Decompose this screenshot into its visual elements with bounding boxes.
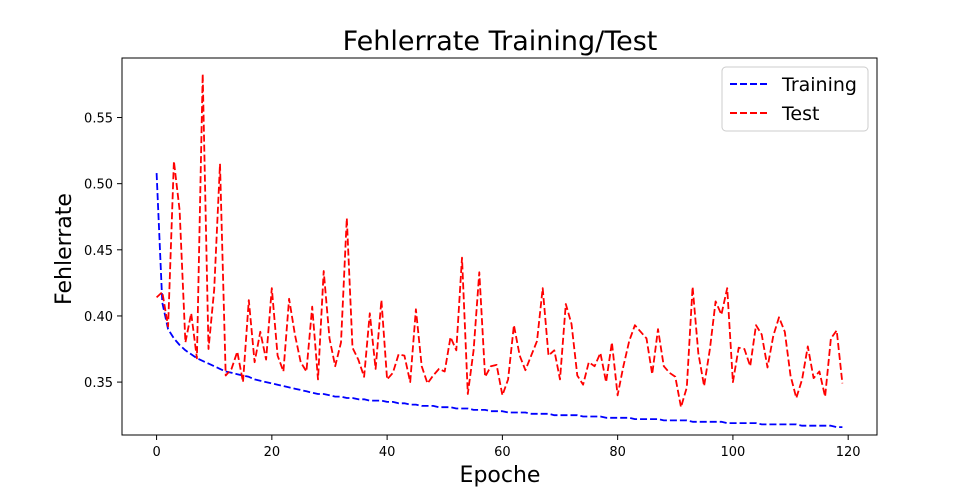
series-line-training [155, 173, 843, 429]
x-axis-title: Epoche [460, 463, 541, 488]
y-tick-label: 0.55 [84, 112, 113, 127]
legend-label-test: Test [781, 103, 819, 125]
chart-title: Fehlerrate Training/Test [343, 26, 658, 57]
x-tick-label: 80 [609, 445, 626, 460]
legend: Training Test [721, 66, 869, 132]
x-tick-label: 60 [494, 445, 511, 460]
y-tick-label: 0.35 [84, 376, 113, 391]
series-line-test [155, 73, 844, 409]
y-tick-label: 0.50 [84, 178, 113, 193]
y-axis: 0.35 0.40 0.45 0.50 0.55 [84, 112, 122, 391]
x-tick-label: 20 [264, 445, 281, 460]
legend-frame [721, 66, 869, 132]
plot-frame [121, 57, 878, 436]
y-tick-label: 0.45 [84, 244, 113, 259]
x-tick-label: 40 [379, 445, 396, 460]
legend-label-training: Training [781, 74, 857, 96]
x-tick-label: 0 [152, 445, 160, 460]
series-layer [155, 73, 844, 429]
x-axis: 0 20 40 60 80 100 120 [152, 435, 861, 460]
y-axis-title: Fehlerrate [52, 193, 77, 305]
y-tick-label: 0.40 [84, 310, 113, 325]
x-tick-label: 120 [836, 445, 861, 460]
x-tick-label: 100 [721, 445, 746, 460]
